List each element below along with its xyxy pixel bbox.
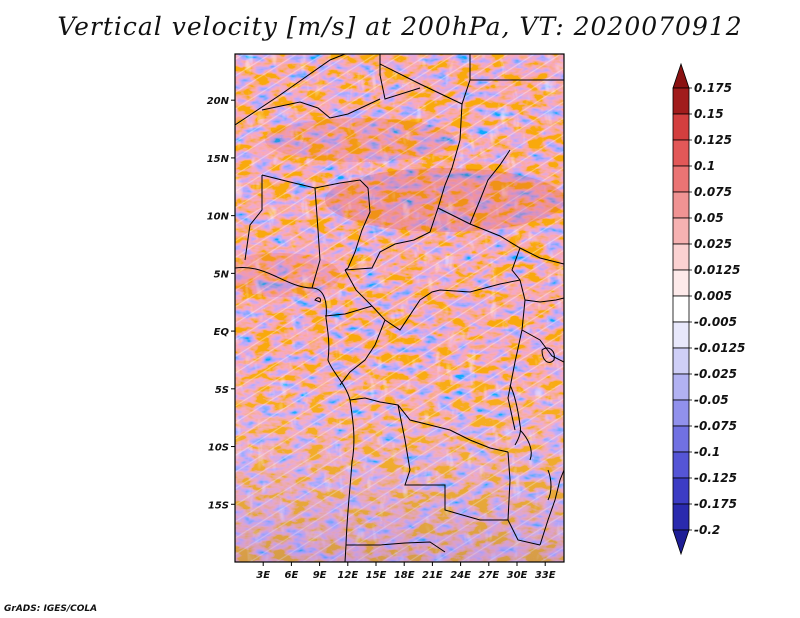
y-tick-label: 10N	[207, 212, 230, 223]
ascent-zone-sahel	[325, 168, 564, 232]
y-tick-label: EQ	[214, 327, 230, 338]
plot-area	[235, 54, 564, 562]
x-tick-label: 33E	[535, 570, 556, 581]
colorbar-label: 0.1	[694, 159, 715, 173]
x-tick-label: 21E	[422, 570, 443, 581]
colorbar-label: 0.125	[694, 133, 732, 147]
colorbar-label: -0.175	[694, 497, 737, 511]
colorbar-label: -0.0125	[694, 341, 745, 355]
colorbar-label: 0.0125	[694, 263, 740, 277]
colorbar-segment	[672, 373, 690, 401]
colorbar-segment	[672, 503, 690, 531]
colorbar-segment	[672, 87, 690, 115]
colorbar-label: -0.005	[694, 315, 737, 329]
map-title: Vertical velocity [m/s] at 200hPa, VT: 2…	[57, 12, 743, 41]
colorbar-bottom-arrow	[672, 529, 690, 556]
x-axis: 3E 6E 9E 12E 15E 18E 21E 24E 27E 30E 33E	[256, 562, 556, 581]
colorbar-label: -0.075	[694, 419, 737, 433]
colorbar-segment	[672, 295, 690, 323]
velocity-field-shading	[235, 54, 564, 562]
colorbar-segment	[672, 347, 690, 375]
y-axis: 20N 15N 10N 5N EQ 5S 10S 15S	[207, 96, 235, 511]
plot-frame	[234, 53, 565, 563]
y-tick-label: 5S	[215, 385, 229, 396]
x-tick-label: 9E	[313, 570, 327, 581]
colorbar-label: 0.15	[694, 107, 724, 121]
colorbar-label: 0.075	[694, 185, 732, 199]
colorbar-segment	[672, 139, 690, 167]
colorbar-segment	[672, 113, 690, 141]
x-tick-label: 3E	[256, 570, 270, 581]
y-tick-label: 20N	[207, 96, 230, 107]
colorbar: 0.175 0.15 0.125 0.1 0.075 0.05 0.025 0.0125 0.0…	[672, 62, 745, 556]
colorbar-segment	[672, 451, 690, 479]
ascent-zone-north	[265, 118, 455, 162]
colorbar-label: -0.2	[694, 523, 720, 537]
colorbar-segment	[672, 425, 690, 453]
y-tick-label: 15S	[208, 500, 229, 511]
colorbar-segment	[672, 477, 690, 505]
x-tick-label: 15E	[366, 570, 387, 581]
x-tick-label: 30E	[507, 570, 528, 581]
x-tick-label: 12E	[337, 570, 358, 581]
colorbar-label: -0.1	[694, 445, 720, 459]
colorbar-top-arrow	[672, 62, 690, 89]
y-tick-label: 10S	[208, 443, 229, 454]
colorbar-segment	[672, 191, 690, 219]
y-tick-label: 15N	[207, 154, 230, 165]
colorbar-label: -0.05	[694, 393, 729, 407]
colorbar-label: -0.025	[694, 367, 737, 381]
colorbar-label: 0.175	[694, 81, 732, 95]
x-tick-label: 6E	[285, 570, 299, 581]
colorbar-label: -0.125	[694, 471, 737, 485]
x-tick-label: 18E	[394, 570, 415, 581]
colorbar-label: 0.025	[694, 237, 732, 251]
colorbar-segment	[672, 243, 690, 271]
x-tick-label: 27E	[478, 570, 499, 581]
x-tick-label: 24E	[450, 570, 471, 581]
colorbar-segment	[672, 399, 690, 427]
colorbar-label: 0.05	[694, 211, 724, 225]
y-tick-label: 5N	[214, 269, 230, 280]
colorbar-label: 0.005	[694, 289, 732, 303]
colorbar-segment	[672, 165, 690, 193]
colorbar-segment	[672, 269, 690, 297]
footer-credit: GrADS: IGES/COLA	[4, 604, 98, 614]
country-borders	[235, 54, 564, 562]
ascent-zone-west	[235, 253, 340, 297]
colorbar-segment	[672, 321, 690, 349]
colorbar-segment	[672, 217, 690, 245]
